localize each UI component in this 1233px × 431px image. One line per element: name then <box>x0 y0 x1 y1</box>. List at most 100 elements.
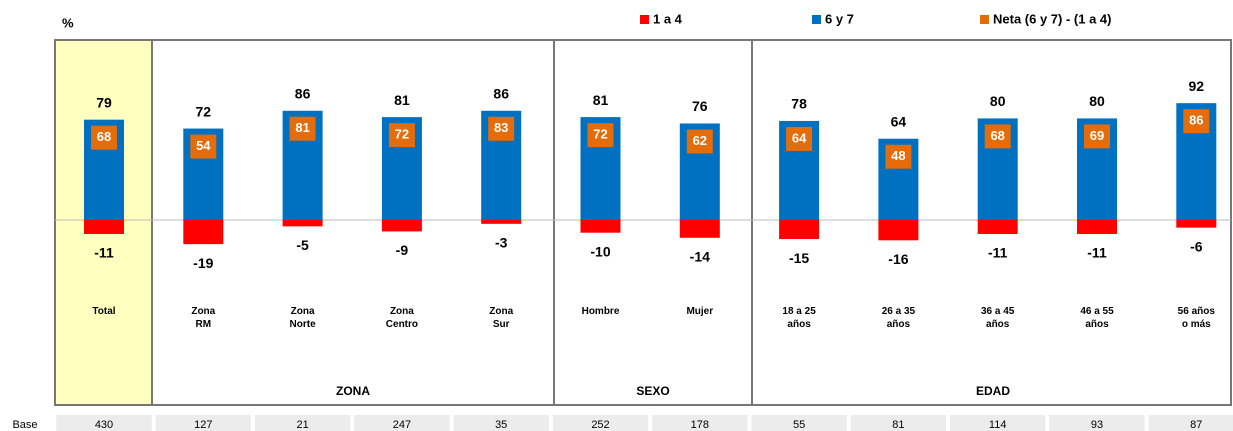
net-marker <box>388 123 415 148</box>
net-label: 62 <box>693 133 707 148</box>
x-tick-label: 46 a 55 años <box>1080 306 1114 330</box>
bar <box>282 220 323 227</box>
value-label: 79 <box>96 94 112 110</box>
base-label: Base <box>12 419 37 431</box>
base-value: 81 <box>892 419 904 431</box>
base-value: 21 <box>296 419 308 431</box>
value-label: 81 <box>593 92 609 108</box>
net-marker <box>190 134 217 159</box>
frame <box>54 39 1232 406</box>
net-label: 64 <box>792 130 807 145</box>
base-cell <box>354 415 450 431</box>
y-label: % <box>62 15 74 30</box>
net-marker <box>1084 124 1110 149</box>
base-value: 114 <box>989 419 1007 431</box>
net-label: 48 <box>891 148 905 163</box>
value-label: 80 <box>990 93 1006 109</box>
base-cell <box>751 415 847 431</box>
x-tick-label: Zona Centro <box>386 306 418 330</box>
net-marker <box>91 125 117 150</box>
net-marker <box>984 124 1011 149</box>
base-cell <box>155 415 251 431</box>
x-tick-label: Zona Sur <box>489 306 513 330</box>
value-label: -14 <box>690 248 710 264</box>
x-tick-label: 36 a 45 años <box>981 306 1015 330</box>
value-label: -9 <box>396 242 409 258</box>
base-cell <box>1049 415 1145 431</box>
base-value: 430 <box>95 419 113 431</box>
legend-swatch <box>812 15 821 24</box>
x-tick-label: Total <box>92 306 115 317</box>
net-marker <box>786 126 813 151</box>
value-label: -11 <box>94 245 114 261</box>
value-label: -3 <box>495 235 508 251</box>
value-label: -19 <box>193 255 213 271</box>
bar <box>1077 220 1117 234</box>
value-label: -16 <box>888 251 908 267</box>
base-cell <box>453 415 549 431</box>
net-marker <box>289 116 316 141</box>
base-cell <box>950 415 1046 431</box>
base-cell <box>652 415 748 431</box>
x-tick-label: 26 a 35 años <box>882 306 916 330</box>
value-label: -15 <box>789 250 809 266</box>
legend-swatch <box>980 15 989 24</box>
value-label: 76 <box>692 98 708 114</box>
base-value: 55 <box>793 419 805 431</box>
net-label: 83 <box>494 120 508 135</box>
net-label: 68 <box>97 129 111 144</box>
legend-label: 1 a 4 <box>653 11 683 26</box>
bar <box>183 220 224 245</box>
base-cell <box>254 415 351 431</box>
value-label: 86 <box>493 85 509 101</box>
legend-swatch <box>640 15 649 24</box>
value-label: -11 <box>988 245 1008 261</box>
net-label: 72 <box>395 127 409 142</box>
bar <box>1176 220 1217 228</box>
bar <box>878 220 919 241</box>
value-label: 64 <box>891 113 907 129</box>
value-label: -6 <box>1190 238 1203 254</box>
group-label: EDAD <box>976 384 1010 398</box>
net-label: 54 <box>196 138 211 153</box>
base-value: 178 <box>691 419 709 431</box>
value-label: 78 <box>791 96 807 112</box>
x-tick-label: 18 a 25 años <box>782 306 816 330</box>
net-marker <box>686 129 713 154</box>
base-cell <box>1148 415 1233 431</box>
base-value: 247 <box>393 419 411 431</box>
value-label: -11 <box>1087 245 1107 261</box>
base-value: 35 <box>495 419 507 431</box>
group-label: ZONA <box>336 384 370 398</box>
x-tick-label: Zona Norte <box>290 306 317 330</box>
value-label: -5 <box>296 237 309 253</box>
net-label: 68 <box>990 128 1004 143</box>
group-label: SEXO <box>636 384 669 398</box>
bar <box>381 220 422 232</box>
value-label: -10 <box>590 243 610 259</box>
bar <box>580 220 621 233</box>
net-marker <box>885 144 912 169</box>
net-label: 69 <box>1090 128 1104 143</box>
net-label: 72 <box>593 127 607 142</box>
base-value: 93 <box>1091 419 1103 431</box>
net-marker <box>587 123 614 148</box>
value-label: 81 <box>394 92 410 108</box>
value-label: 86 <box>295 85 311 101</box>
base-cell <box>850 415 947 431</box>
value-label: 92 <box>1189 78 1205 94</box>
value-label: 72 <box>196 103 212 119</box>
net-label: 86 <box>1189 113 1203 128</box>
x-tick-label: Zona RM <box>191 306 215 330</box>
net-marker <box>1183 109 1210 134</box>
base-value: 252 <box>591 419 609 431</box>
base-cell <box>552 415 649 431</box>
bar <box>977 220 1018 234</box>
net-label: 81 <box>295 120 309 135</box>
x-tick-label: 56 años o más <box>1178 306 1216 330</box>
bar <box>481 220 522 224</box>
bar <box>84 220 124 234</box>
legend-label: Neta (6 y 7) - (1 a 4) <box>993 11 1112 26</box>
net-marker <box>488 116 515 141</box>
